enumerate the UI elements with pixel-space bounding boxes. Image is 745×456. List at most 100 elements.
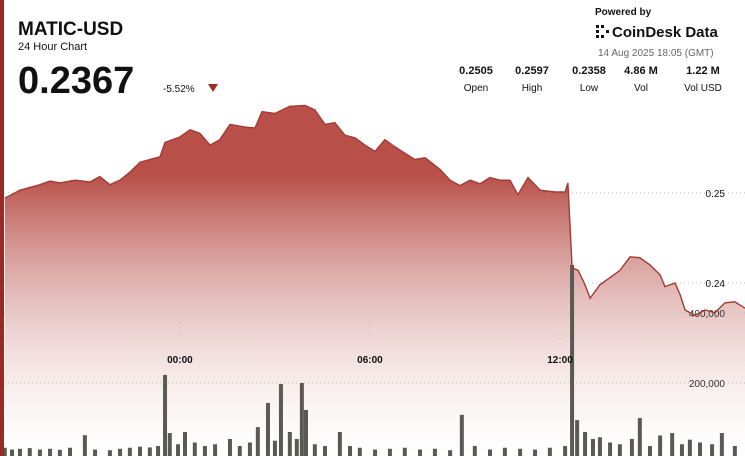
volume-bar [719, 433, 724, 456]
volume-bar [163, 374, 168, 456]
volume-bar [255, 427, 260, 456]
volume-bar [48, 448, 53, 456]
volume-bar [322, 445, 327, 456]
volume-bar [472, 445, 477, 456]
stats: 0.2505 Open 0.2597 High 0.2358 Low 4.86 M Vol 1.… [459, 65, 722, 94]
volume-bar [202, 445, 207, 456]
price-area [4, 105, 745, 456]
volume-bar [303, 409, 308, 456]
volume-bar [679, 444, 684, 456]
stat-label: Open [464, 83, 488, 94]
stat-value: 4.86 M [624, 65, 658, 77]
volume-bar [402, 447, 407, 456]
x-tick-label: 06:00 [357, 355, 383, 366]
volume-bar [192, 442, 197, 456]
y-tick-label: 0.24 [706, 279, 726, 290]
volume-bar [710, 444, 715, 456]
stat-label: High [522, 83, 543, 94]
symbol: MATIC-USD [18, 19, 123, 40]
volume-bar [272, 440, 277, 456]
volume-bar [608, 442, 613, 456]
volume-bar [337, 431, 342, 456]
volume-bar [732, 445, 737, 456]
price-line [4, 104, 745, 317]
y2-tick-label: 400,000 [689, 309, 726, 320]
volume-bar [127, 447, 132, 456]
volume-bar [10, 449, 15, 456]
volume-bar [590, 438, 595, 456]
volume-bar [167, 433, 172, 456]
volume-bar [107, 450, 112, 456]
volume-bar [176, 444, 181, 456]
volume-bar [278, 384, 283, 456]
stat-label: Vol [634, 83, 648, 94]
volume-bar [294, 438, 299, 456]
x-tick-label: 00:00 [167, 355, 193, 366]
y-tick-label: 0.25 [706, 189, 726, 200]
volume-bar [570, 265, 575, 456]
volume-bar [597, 437, 602, 456]
down-arrow [208, 84, 218, 92]
volume-bar [488, 449, 493, 456]
volume-bar [287, 431, 292, 456]
stat-label: Vol USD [684, 83, 722, 94]
volume-bar [532, 449, 537, 456]
volume-bar [387, 448, 392, 456]
edge-stripe [0, 0, 4, 456]
volume-bar [138, 446, 143, 456]
volume-bar [502, 447, 507, 456]
price: 0.2367 [18, 60, 134, 102]
volume-bar [459, 414, 464, 456]
volume-bar [575, 420, 580, 456]
volume-bar [448, 450, 453, 456]
brand-logo [596, 25, 609, 38]
stat-value: 0.2358 [572, 65, 606, 77]
timestamp: 14 Aug 2025 18:05 (GMT) [598, 48, 714, 59]
volume-bar [156, 445, 161, 456]
volume-bar [647, 445, 652, 456]
volume-bar [147, 447, 152, 456]
volume-bar [348, 445, 353, 456]
volume-bar [373, 449, 378, 456]
volume-bar [182, 431, 187, 456]
volume-bar [93, 449, 98, 456]
volume-bar [82, 435, 87, 456]
volume-bar [583, 431, 588, 456]
volume-bar [617, 444, 622, 456]
volume-bar [118, 448, 123, 456]
volume-bar [547, 447, 552, 456]
volume-bar [213, 444, 218, 456]
volume-bar [265, 402, 270, 456]
stat-value: 0.2597 [515, 65, 549, 77]
volume-bar [629, 438, 634, 456]
stat-value: 0.2505 [459, 65, 493, 77]
volume-bar [312, 444, 317, 456]
volume-bar [418, 449, 423, 456]
volume-bar [518, 448, 523, 456]
change: -5.52% [163, 84, 195, 95]
volume-bar [563, 445, 568, 456]
volume-bar [247, 442, 252, 456]
volume-bar [670, 433, 675, 456]
volume-bar [237, 445, 242, 456]
volume-bar [37, 449, 42, 456]
volume-bar [687, 439, 692, 456]
volume-bar [299, 382, 304, 456]
volume-bar [432, 448, 437, 456]
volume-bar [68, 447, 73, 456]
volume-bar [27, 448, 32, 456]
volume-bar [637, 417, 642, 456]
y2-tick-label: 200,000 [689, 379, 726, 390]
volume-bar [57, 449, 62, 456]
stat-label: Low [580, 83, 599, 94]
volume-bar [17, 448, 22, 456]
subtitle: 24 Hour Chart [18, 41, 87, 53]
powered-by: Powered by [595, 7, 652, 18]
volume-bar [357, 447, 362, 456]
volume-bar [658, 435, 663, 456]
stat-value: 1.22 M [686, 65, 720, 77]
x-tick-label: 12:00 [547, 355, 573, 366]
volume-bar [698, 442, 703, 456]
volume-bar [2, 447, 7, 456]
